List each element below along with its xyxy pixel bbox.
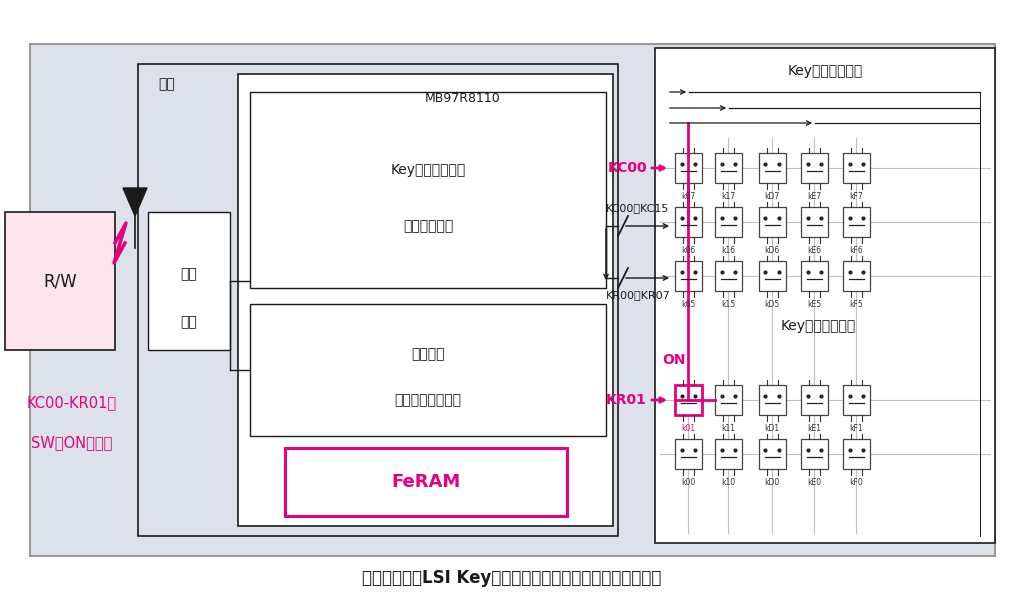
Text: k07: k07 — [681, 192, 695, 201]
Bar — [759, 261, 785, 291]
Text: バッテリーレLSI Keyマトリックス・スキャン　回路構成図: バッテリーレLSI Keyマトリックス・スキャン 回路構成図 — [362, 569, 662, 587]
Text: タグ: タグ — [158, 77, 175, 91]
Text: k10: k10 — [721, 478, 735, 487]
Text: k16: k16 — [721, 246, 735, 255]
Text: k01: k01 — [681, 424, 695, 433]
Bar — [715, 207, 741, 237]
Bar — [675, 207, 701, 237]
Bar — [655, 48, 995, 543]
Text: k11: k11 — [721, 424, 735, 433]
Bar — [843, 439, 869, 469]
Bar — [759, 153, 785, 183]
Bar — [5, 212, 115, 350]
Text: k15: k15 — [721, 300, 735, 309]
Bar — [715, 153, 741, 183]
Text: Keyマトリックス: Keyマトリックス — [390, 163, 466, 177]
Bar — [675, 261, 701, 291]
Text: ON: ON — [663, 353, 686, 367]
Text: kF1: kF1 — [849, 424, 863, 433]
Text: k17: k17 — [721, 192, 735, 201]
Bar — [285, 448, 567, 516]
Text: Keyマトリックス: Keyマトリックス — [780, 319, 856, 333]
Text: KC00: KC00 — [607, 161, 647, 175]
Text: KC00-KR01の: KC00-KR01の — [27, 395, 117, 410]
Text: FeRAM: FeRAM — [391, 473, 461, 491]
Bar — [250, 304, 606, 436]
Bar — [30, 44, 995, 556]
Text: k00: k00 — [681, 478, 695, 487]
Text: kF7: kF7 — [849, 192, 863, 201]
Bar — [801, 439, 827, 469]
Bar — [801, 207, 827, 237]
Bar — [759, 207, 785, 237]
Bar — [250, 92, 606, 288]
Text: kD6: kD6 — [764, 246, 779, 255]
Bar — [759, 439, 785, 469]
Text: コマンド制御回路: コマンド制御回路 — [394, 393, 462, 407]
Text: KR01: KR01 — [606, 393, 647, 407]
Bar — [675, 439, 701, 469]
Bar — [801, 153, 827, 183]
Polygon shape — [123, 188, 147, 216]
Bar — [801, 261, 827, 291]
Text: kE0: kE0 — [807, 478, 821, 487]
Text: kE1: kE1 — [807, 424, 821, 433]
Text: スキャン回路: スキャン回路 — [402, 219, 454, 233]
Text: KR00～KR07: KR00～KR07 — [605, 290, 671, 300]
Bar — [138, 64, 618, 536]
Bar — [843, 385, 869, 415]
Bar — [843, 261, 869, 291]
Bar — [843, 207, 869, 237]
Text: kD0: kD0 — [764, 478, 779, 487]
Text: SWがONと検知: SWがONと検知 — [32, 435, 113, 450]
Bar — [715, 261, 741, 291]
Text: kD1: kD1 — [765, 424, 779, 433]
Bar — [801, 385, 827, 415]
Bar — [715, 439, 741, 469]
Text: 電源生成: 電源生成 — [412, 347, 444, 361]
Text: Key入力デバイス: Key入力デバイス — [787, 64, 862, 78]
Text: kF5: kF5 — [849, 300, 863, 309]
Bar — [675, 153, 701, 183]
Text: kD5: kD5 — [764, 300, 779, 309]
Bar — [843, 153, 869, 183]
Text: 整合: 整合 — [180, 267, 198, 281]
Text: k06: k06 — [681, 246, 695, 255]
Text: KC00～KC15: KC00～KC15 — [606, 203, 670, 213]
Text: kF0: kF0 — [849, 478, 863, 487]
Bar — [715, 385, 741, 415]
Bar — [675, 385, 701, 415]
Text: MB97R8110: MB97R8110 — [425, 91, 501, 105]
Text: kE6: kE6 — [807, 246, 821, 255]
Text: kE5: kE5 — [807, 300, 821, 309]
Text: kE7: kE7 — [807, 192, 821, 201]
Text: kD7: kD7 — [764, 192, 779, 201]
Bar — [759, 385, 785, 415]
Text: kF6: kF6 — [849, 246, 863, 255]
Text: R/W: R/W — [43, 272, 77, 290]
Text: k05: k05 — [681, 300, 695, 309]
Text: 回路: 回路 — [180, 315, 198, 329]
Bar — [238, 74, 613, 526]
Bar — [148, 212, 230, 350]
